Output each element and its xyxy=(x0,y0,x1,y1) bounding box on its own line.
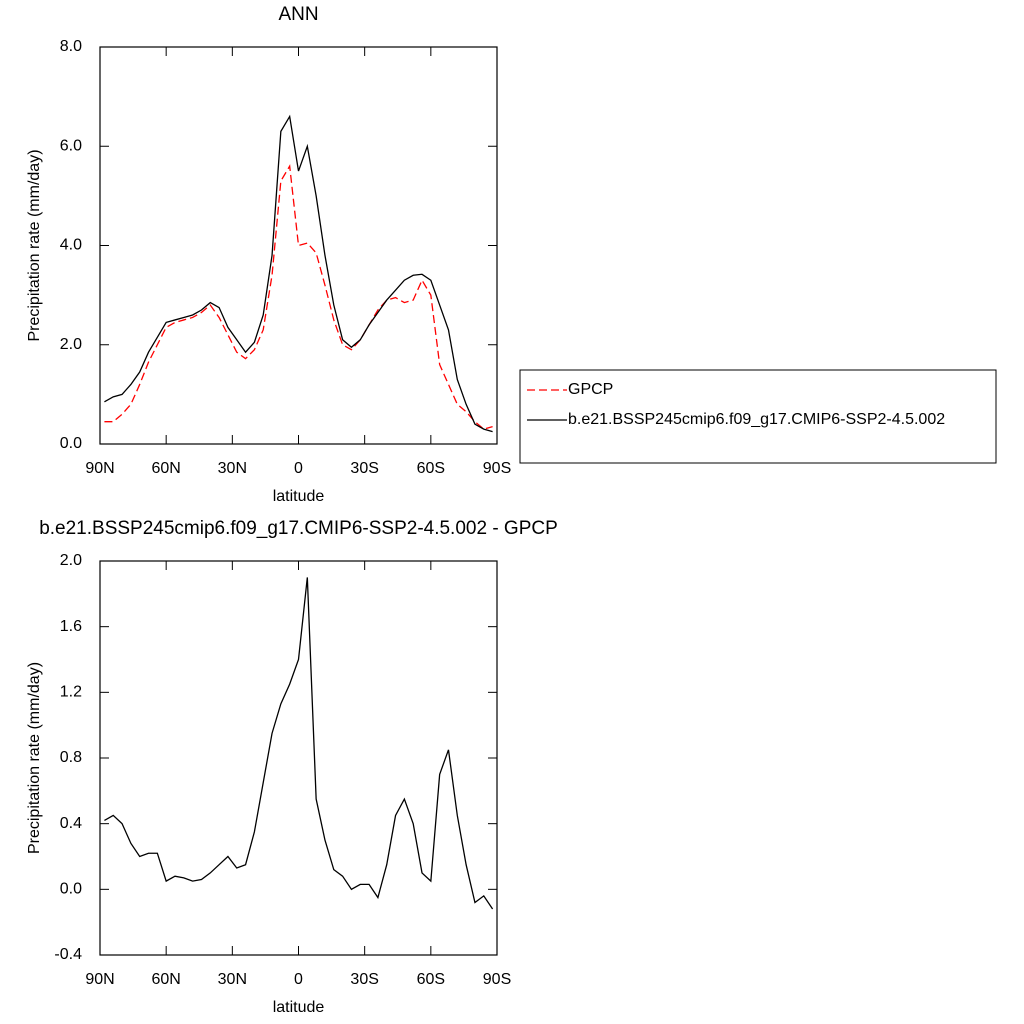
legend-label: b.e21.BSSP245cmip6.f09_g17.CMIP6-SSP2-4.… xyxy=(568,411,945,428)
x-tick-label: 60N xyxy=(151,971,180,988)
y-tick-label: 0.8 xyxy=(60,749,82,766)
y-tick-label: 2.0 xyxy=(60,336,82,353)
plot-frame xyxy=(99,560,498,956)
x-tick-label: 60N xyxy=(151,460,180,477)
y-axis-label: Precipitation rate (mm/day) xyxy=(26,662,43,854)
chart-title: b.e21.BSSP245cmip6.f09_g17.CMIP6-SSP2-4.… xyxy=(39,518,558,539)
y-tick-label: 1.6 xyxy=(60,618,82,635)
data-line xyxy=(104,164,493,430)
y-tick-label: 0.4 xyxy=(60,815,82,832)
x-tick-label: 90N xyxy=(85,971,114,988)
x-tick-label: 30N xyxy=(218,460,247,477)
y-tick-label: 0.0 xyxy=(60,435,82,452)
chart-title: ANN xyxy=(278,4,318,25)
x-tick-label: 90S xyxy=(483,460,511,477)
y-tick-label: -0.4 xyxy=(54,946,82,963)
x-tick-label: 30S xyxy=(350,971,378,988)
x-tick-label: 90N xyxy=(85,460,114,477)
x-tick-label: 60S xyxy=(417,971,445,988)
x-tick-label: 0 xyxy=(294,971,303,988)
x-tick-label: 30N xyxy=(218,971,247,988)
y-tick-label: 6.0 xyxy=(60,137,82,154)
data-line xyxy=(104,577,494,910)
x-axis-label: latitude xyxy=(273,999,325,1016)
x-tick-label: 90S xyxy=(483,971,511,988)
y-tick-label: 2.0 xyxy=(60,552,82,569)
data-line xyxy=(104,114,493,433)
y-tick-label: 8.0 xyxy=(60,38,82,55)
y-tick-label: 0.0 xyxy=(60,881,82,898)
x-axis-label: latitude xyxy=(273,488,325,505)
y-tick-label: 4.0 xyxy=(60,237,82,254)
x-tick-label: 0 xyxy=(294,460,303,477)
plot-frame xyxy=(99,46,498,445)
y-axis-label: Precipitation rate (mm/day) xyxy=(26,149,43,341)
legend-box xyxy=(519,369,997,464)
x-tick-label: 30S xyxy=(350,460,378,477)
legend-label: GPCP xyxy=(568,381,613,398)
y-tick-label: 1.2 xyxy=(60,684,82,701)
x-tick-label: 60S xyxy=(417,460,445,477)
